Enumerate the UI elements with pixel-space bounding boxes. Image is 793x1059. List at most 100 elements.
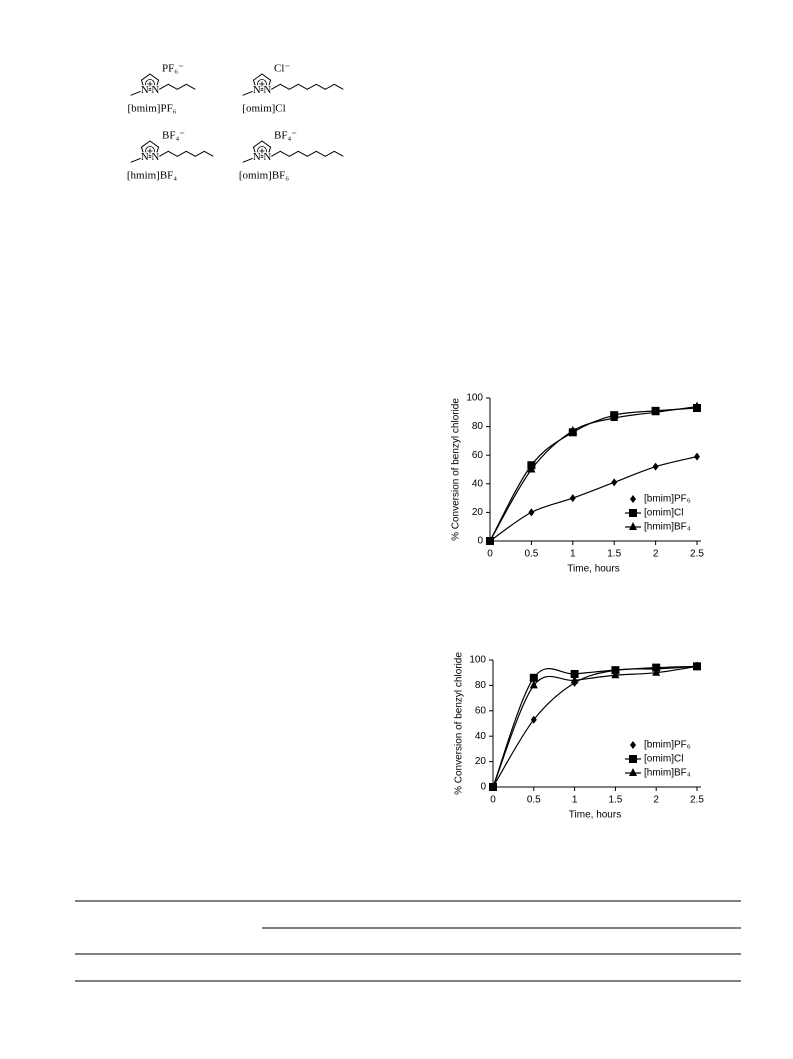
marker [652,667,661,676]
marker [570,675,579,684]
marker [529,680,538,689]
atom-bg [263,85,272,96]
methyl [242,157,253,163]
marker [611,670,620,679]
y-axis-label: % Conversion of benzyl chloride [454,652,465,795]
anion: BF₄⁻ [274,130,297,142]
atom-bg [151,85,160,96]
atom: N [151,84,159,96]
legend-label: [bmim]PF₆ [644,494,691,505]
legend-label: [omim]Cl [644,508,683,519]
methyl [130,90,141,96]
y-tick-label: 0 [480,782,486,793]
ring [140,73,160,91]
marker [652,462,659,471]
structure-label: [bmim]PF₆ [127,103,176,115]
atom-bg [151,152,160,163]
ring [140,140,160,158]
x-tick-label: 1 [572,795,578,806]
atom: N [253,151,261,163]
marker [693,661,701,670]
atom-bg [252,85,261,96]
y-tick-label: 80 [475,680,487,691]
ring [252,73,272,91]
marker [570,669,579,678]
legend-marker [630,495,636,503]
x-tick-label: 2 [653,549,659,560]
alkyl-chain [271,150,344,157]
y-tick-label: 40 [475,731,487,742]
y-tick-label: 60 [472,450,484,461]
methyl [242,90,253,96]
atom: N [253,84,261,96]
legend-label: [bmim]PF₆ [644,740,691,751]
x-tick-label: 0.5 [527,795,541,806]
anion: Cl⁻ [274,63,290,75]
y-tick-label: 40 [472,478,484,489]
marker [610,413,619,422]
series-line [489,456,698,542]
legend-marker [630,741,636,749]
structure-label: [omim]BF₆ [239,170,289,182]
x-axis-label: Time, hours [569,810,621,821]
y-tick-label: 20 [472,507,484,518]
legend-label: [omim]Cl [644,754,683,765]
x-tick-label: 0 [490,795,496,806]
charge-circle [145,146,155,156]
atom: N [141,151,149,163]
x-tick-label: 0.5 [524,549,538,560]
legend-marker [629,755,637,763]
marker [486,536,494,544]
y-tick-label: 20 [475,756,487,767]
marker [528,508,535,517]
methyl [130,157,141,163]
x-tick-label: 0 [487,549,493,560]
atom: N [151,151,159,163]
marker [530,715,537,724]
x-tick-label: 1 [570,549,576,560]
x-tick-label: 2 [653,795,659,806]
atom-bg [140,152,149,163]
atom: N [263,84,271,96]
y-tick-label: 100 [466,393,483,404]
marker [693,401,701,410]
x-tick-label: 2.5 [690,549,704,560]
charge-circle [145,79,155,89]
marker [529,673,538,682]
marker [569,494,576,503]
atom-bg [252,152,261,163]
atom: N [141,84,149,96]
marker [489,782,497,790]
legend-label: [hmim]BF₄ [644,522,691,533]
structure-label: [omim]Cl [242,103,285,115]
legend-marker [629,509,637,517]
anion: PF₆⁻ [162,63,184,75]
x-tick-label: 1.5 [608,795,622,806]
atom: N [263,151,271,163]
x-axis-label: Time, hours [567,564,619,575]
marker [611,666,620,675]
marker [652,663,661,672]
legend-label: [hmim]BF₄ [644,768,691,779]
x-tick-label: 2.5 [690,795,704,806]
anion: BF₄⁻ [162,130,185,142]
atom-bg [140,85,149,96]
y-tick-label: 100 [469,655,486,666]
legend-marker [629,768,637,776]
y-tick-label: 80 [472,421,484,432]
ring [252,140,272,158]
alkyl-chain [271,83,344,90]
y-axis-label: % Conversion of benzyl chloride [451,398,462,541]
charge-circle [257,79,267,89]
atom-bg [263,152,272,163]
y-tick-label: 0 [477,536,483,547]
x-tick-label: 1.5 [607,549,621,560]
marker [568,425,577,434]
legend-marker [629,522,637,530]
marker [527,464,536,473]
marker [611,478,618,487]
structure-label: [hmim]BF₄ [127,170,177,182]
alkyl-chain [159,150,214,157]
